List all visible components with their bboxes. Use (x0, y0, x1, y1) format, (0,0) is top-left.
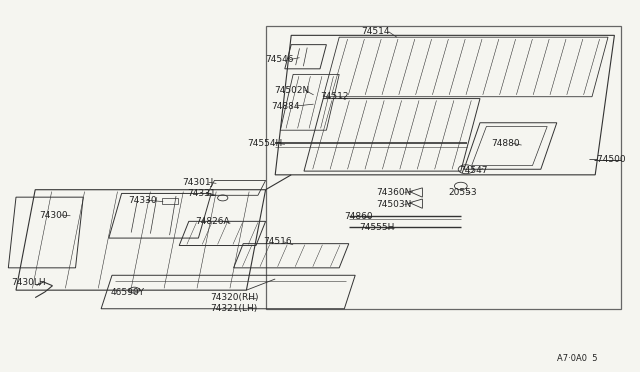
Text: 74300: 74300 (40, 211, 68, 219)
Text: 74503N: 74503N (376, 200, 412, 209)
Text: 74512: 74512 (320, 92, 349, 101)
Text: 74330: 74330 (128, 196, 157, 205)
Text: 74555H: 74555H (360, 223, 395, 232)
Text: 74860: 74860 (344, 212, 373, 221)
Text: 74502N: 74502N (274, 86, 309, 94)
Text: 74546: 74546 (266, 55, 294, 64)
Text: 74554H: 74554H (248, 139, 283, 148)
Text: 74884: 74884 (271, 102, 300, 110)
Text: 74547: 74547 (460, 166, 488, 174)
Text: 74321(LH): 74321(LH) (210, 304, 257, 313)
Text: 74301J: 74301J (182, 178, 214, 187)
Text: 74880: 74880 (492, 139, 520, 148)
Text: 74826A: 74826A (195, 217, 230, 226)
Text: 20553: 20553 (448, 188, 477, 197)
Text: 74360N: 74360N (376, 188, 412, 197)
Text: 74331: 74331 (187, 189, 216, 198)
Text: 7430LH: 7430LH (12, 278, 46, 287)
Bar (162, 198, 178, 204)
Text: 74516: 74516 (264, 237, 292, 246)
Text: 74514: 74514 (362, 27, 390, 36)
Text: A7·0A0  5: A7·0A0 5 (557, 355, 597, 363)
Text: 46590Y: 46590Y (110, 288, 144, 296)
Bar (266, 26, 621, 309)
Text: —74500: —74500 (589, 155, 627, 164)
Text: 74320(RH): 74320(RH) (210, 293, 259, 302)
